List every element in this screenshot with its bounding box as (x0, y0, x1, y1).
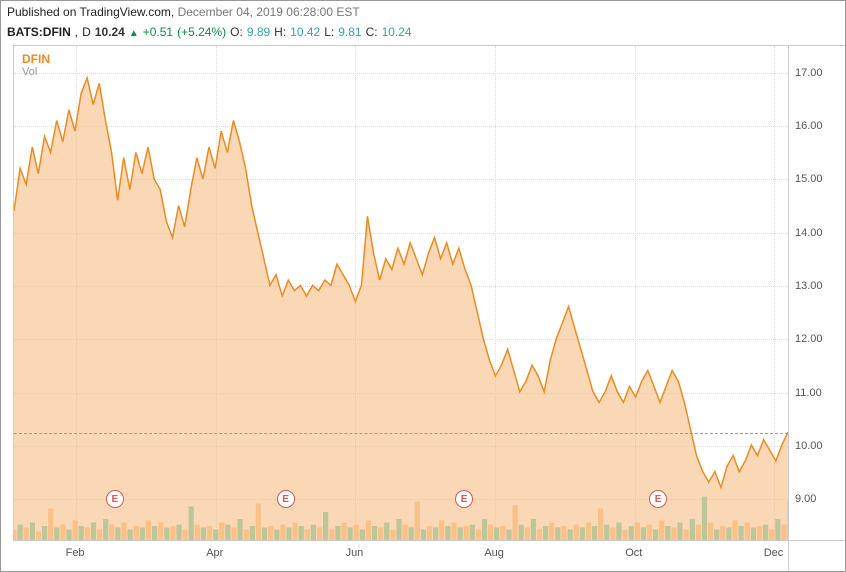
last-price: 10.24 (95, 25, 125, 39)
header: Published on TradingView.com, December 0… (1, 1, 845, 23)
y-tick: 10.00 (795, 440, 823, 452)
x-tick: Aug (484, 547, 504, 559)
low-label: L: (324, 25, 334, 39)
publish-site: TradingView.com (80, 5, 171, 19)
x-tick: Jun (346, 547, 364, 559)
open-value: 9.89 (247, 25, 270, 39)
interval: D (82, 25, 91, 39)
high-label: H: (274, 25, 286, 39)
chart-container: Published on TradingView.com, December 0… (0, 0, 846, 572)
high-value: 10.42 (290, 25, 320, 39)
y-tick: 9.00 (795, 493, 816, 505)
earnings-marker[interactable]: E (277, 490, 295, 508)
earnings-marker[interactable]: E (455, 490, 473, 508)
x-tick: Feb (66, 547, 85, 559)
x-axis: Feb Apr Jun Aug Oct Dec (13, 541, 789, 571)
close-label: C: (366, 25, 378, 39)
x-tick: Oct (625, 547, 642, 559)
close-value: 10.24 (382, 25, 412, 39)
low-value: 9.81 (338, 25, 361, 39)
publish-timestamp: December 04, 2019 06:28:00 EST (178, 5, 360, 19)
price-chart[interactable]: DFIN Vol 10.24EEEE (13, 45, 789, 541)
x-tick: Dec (764, 547, 784, 559)
change-pct: (+5.24%) (177, 25, 226, 39)
y-tick: 11.00 (795, 387, 822, 399)
legend-ticker: DFIN (22, 52, 50, 66)
y-axis: 9.00 10.00 11.00 12.00 13.00 14.00 15.00 16.00 1… (789, 45, 845, 541)
y-tick: 12.00 (795, 333, 823, 345)
open-label: O: (230, 25, 243, 39)
y-tick: 13.00 (795, 280, 823, 292)
y-tick: 16.00 (795, 120, 823, 132)
up-arrow-icon: ▲ (129, 28, 139, 39)
chart-legend: DFIN Vol (22, 52, 50, 78)
current-price-line (14, 433, 788, 434)
y-tick: 14.00 (795, 227, 823, 239)
earnings-marker[interactable]: E (106, 490, 124, 508)
volume-svg (14, 460, 789, 540)
change: +0.51 (143, 25, 173, 39)
x-tick: Apr (206, 547, 223, 559)
y-tick: 17.00 (795, 67, 823, 79)
y-tick: 15.00 (795, 173, 823, 185)
publish-prefix: Published on (7, 5, 76, 19)
earnings-marker[interactable]: E (649, 490, 667, 508)
legend-volume: Vol (22, 66, 50, 78)
symbol[interactable]: BATS:DFIN (7, 25, 71, 39)
ohlc-bar: BATS:DFIN, D 10.24 ▲ +0.51 (+5.24%) O:9.… (1, 23, 845, 43)
